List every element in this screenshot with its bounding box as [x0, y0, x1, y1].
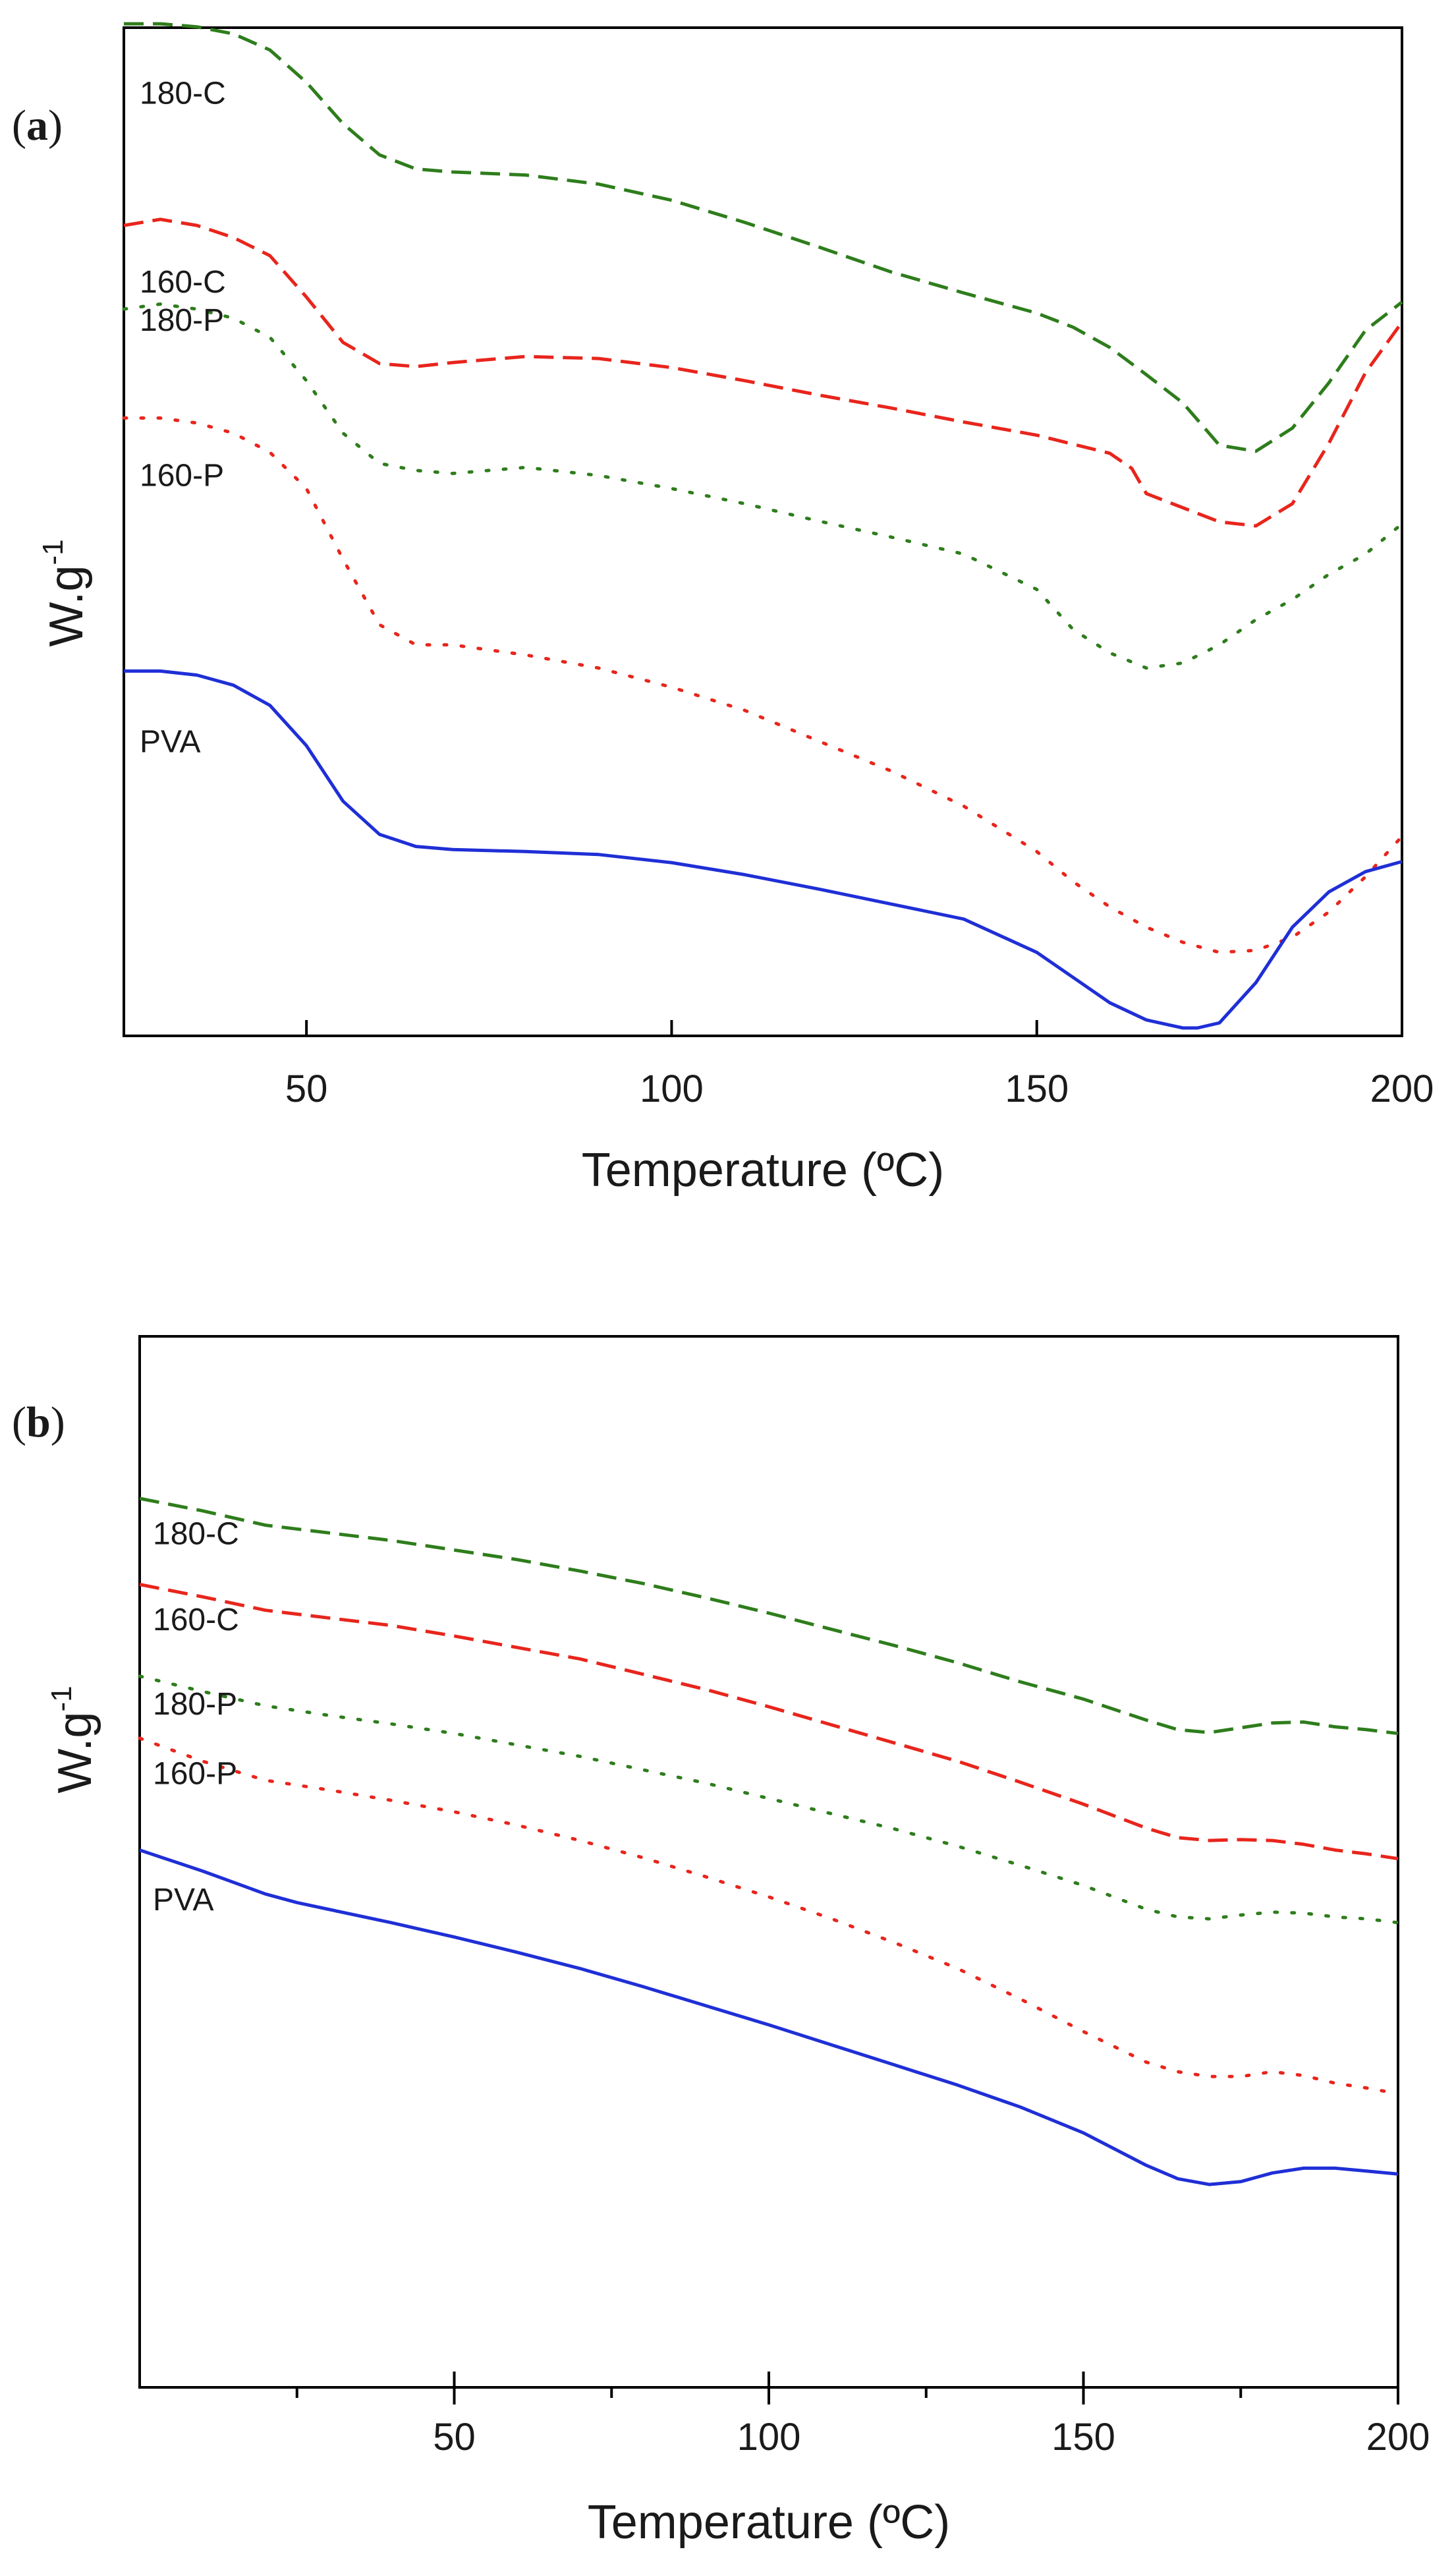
panel-b-series-pva-line [139, 1848, 1399, 2186]
panel-a-series-label-160-c: 160-C [140, 265, 226, 300]
panel-b-ticks-layer: 50 100 150 200 [295, 2372, 1430, 2459]
panel-b-x-tick-label-50: 50 [433, 2416, 476, 2459]
panel-b-x-tick-label-200: 200 [1366, 2416, 1430, 2459]
panel-b-series-label-180-p: 180-P [153, 1687, 237, 1722]
panel-a-series-label-180-p: 180-P [140, 303, 224, 338]
panel-b-series-160-p-line [138, 1736, 1400, 2095]
panel-a-plot-frame [123, 26, 1403, 1037]
panel-b-series-180-c-line [139, 1496, 1399, 1736]
panel-b-series-180-p-line [138, 1674, 1400, 1925]
panel-b-series-label-160-p: 160-P [153, 1757, 237, 1792]
panel-a-series-pva-line [124, 669, 1403, 1030]
panel-b-series-layer [138, 1496, 1400, 2186]
panel-b-series-label-pva: PVA [153, 1883, 213, 1918]
panel-b-x-tick-label-100: 100 [737, 2416, 801, 2459]
panel-a-x-tick-label-50: 50 [285, 1067, 328, 1110]
panel-a-series-180-c-line [124, 22, 1403, 453]
panel-b-plot-frame [138, 1335, 1399, 2389]
panel-b-y-axis-title: W.g-1 [45, 1686, 101, 1793]
panel-a-label: (a) [12, 101, 63, 150]
panel-a-y-axis-title: W.g-1 [37, 539, 93, 646]
panel-b-series-label-180-c: 180-C [153, 1517, 239, 1552]
panel-b-label: (b) [12, 1398, 65, 1446]
panel-b-x-tick-label-150: 150 [1051, 2416, 1115, 2459]
panel-a-series-label-pva: PVA [140, 724, 200, 759]
panel-b-series-160-c-line [139, 1583, 1399, 1861]
panel-a-series-180-p-line [122, 302, 1404, 670]
panel-a-series-layer [122, 22, 1404, 1030]
panel-a-x-tick-label-200: 200 [1370, 1067, 1434, 1110]
panel-a-series-label-180-c: 180-C [140, 76, 226, 111]
panel-a: (a) 50 100 150 200 180-C160-C180-P160-PPVA … [12, 22, 1434, 1197]
panel-a-series-160-c-line [123, 217, 1404, 528]
panel-b-series-label-160-c: 160-C [153, 1603, 239, 1637]
panel-a-x-axis-title: Temperature (ºC) [582, 1144, 944, 1197]
panel-a-series-160-p-line [122, 416, 1404, 954]
panel-b-series-labels: 180-C 160-C 180-P 160-P PVA [153, 1517, 239, 1918]
panel-a-ticks-layer: 50 100 150 200 [285, 1020, 1434, 1110]
panel-b: (b) 50 100 150 200 180-C160-C180-P160-PPVA … [12, 1335, 1430, 2549]
panel-a-series-label-160-p: 160-P [140, 459, 224, 494]
panel-a-x-tick-label-100: 100 [640, 1067, 704, 1110]
panel-a-x-tick-label-150: 150 [1005, 1067, 1069, 1110]
panel-b-x-axis-title: Temperature (ºC) [588, 2496, 950, 2549]
